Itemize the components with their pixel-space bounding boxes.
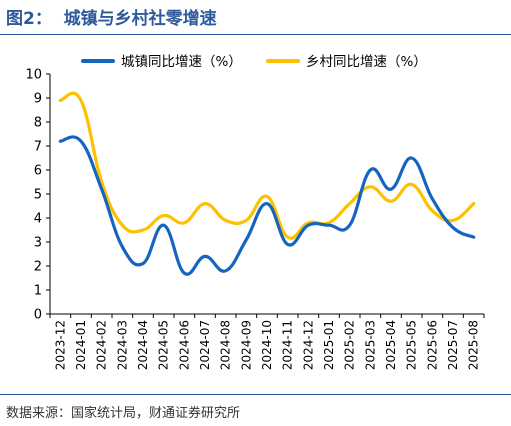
y-tick-label: 4 [34,212,42,227]
x-tick-label: 2025-08 [467,320,481,370]
x-tick-label: 2024-07 [198,320,212,370]
x-tick-label: 2024-05 [157,320,171,370]
x-tick-label: 2024-06 [177,320,191,370]
y-tick-label: 0 [34,308,42,323]
y-tick-label: 8 [34,116,42,131]
source-divider [0,394,511,395]
y-tick-label: 9 [34,92,42,107]
legend-label: 城镇同比增速（%） [121,54,242,70]
x-tick-label: 2024-10 [260,320,274,370]
x-tick-label: 2024-02 [95,320,109,370]
series-layer [58,91,476,276]
x-tick-label: 2024-11 [281,320,295,370]
x-tick-label: 2025-07 [446,320,460,370]
axes: 0 1 2 3 4 5 6 7 8 9 10 2023-12 2024-01 2024-02 2024-03… [25,68,485,370]
legend-label: 乡村同比增速（%） [306,54,427,70]
chart-title: 图2： 城镇与乡村社零增速 [6,9,217,29]
y-tick-label: 10 [25,68,42,83]
x-tick-label: 2025-05 [405,320,419,370]
x-tick-label: 2025-04 [384,320,398,370]
x-tick-label: 2024-03 [115,320,129,370]
x-tick-label: 2024-08 [219,320,233,370]
series-line-urban [58,135,476,276]
x-tick-label: 2024-04 [136,320,150,370]
y-tick-label: 3 [34,236,42,251]
x-tick-label: 2024-12 [301,320,315,370]
x-tick-label: 2025-06 [425,320,439,370]
x-tick-label: 2023-12 [53,320,67,370]
title-divider [0,34,511,35]
source-note: 数据来源：国家统计局，财通证券研究所 [6,406,241,421]
x-tick-label: 2024-09 [239,320,253,370]
line-chart: 城镇同比增速（%） 乡村同比增速（%） 0 1 2 3 4 5 6 7 8 9 10 2023-12 20… [25,54,485,370]
y-tick-label: 1 [34,284,42,299]
y-tick-label: 2 [34,260,42,275]
x-tick-label: 2024-01 [74,320,88,370]
legend-item-urban: 城镇同比增速（%） [81,54,242,70]
x-tick-label: 2025-03 [363,320,377,370]
y-tick-label: 6 [34,164,42,179]
x-tick-label: 2025-02 [343,320,357,370]
legend: 城镇同比增速（%） 乡村同比增速（%） [81,54,427,70]
legend-item-rural: 乡村同比增速（%） [266,54,427,70]
y-tick-label: 5 [34,188,42,203]
x-tick-label: 2025-01 [322,320,336,370]
y-tick-label: 7 [34,140,42,155]
series-line-rural [58,91,476,240]
